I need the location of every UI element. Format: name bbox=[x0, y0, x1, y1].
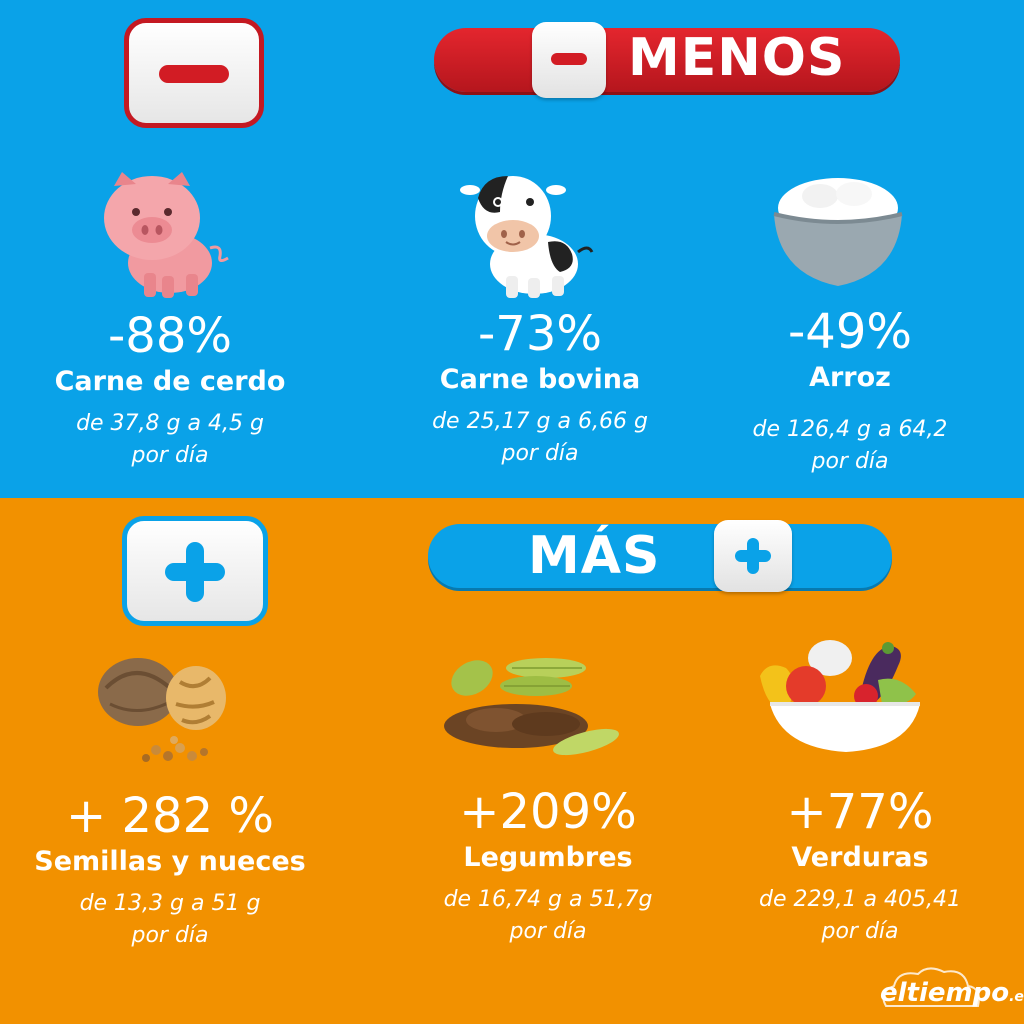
item-carne-bovina: -73% Carne bovina de 25,17 g a 6,66 g po… bbox=[390, 310, 690, 470]
percent-value: -49% bbox=[787, 304, 912, 360]
eltiempo-logo[interactable]: eltiempo.es bbox=[880, 978, 1024, 1008]
minus-icon bbox=[551, 53, 587, 65]
item-detail-unit: por día bbox=[509, 919, 587, 945]
item-detail-unit: por día bbox=[811, 449, 889, 475]
plus-icon-vertical bbox=[186, 542, 204, 602]
vegetables-bowl-icon bbox=[760, 640, 920, 752]
legumes-icon bbox=[444, 658, 619, 756]
item-detail: de 13,3 g a 51 g bbox=[79, 891, 261, 917]
mini-plus-box bbox=[714, 520, 792, 592]
percent-value: +209% bbox=[459, 784, 637, 840]
item-detail-unit: por día bbox=[821, 919, 899, 945]
rice-bowl-icon bbox=[773, 178, 903, 286]
menos-label: MENOS bbox=[628, 28, 846, 88]
menos-banner: MENOS bbox=[434, 22, 900, 98]
item-detail-unit: por día bbox=[131, 923, 209, 949]
item-detail: de 37,8 g a 4,5 g bbox=[76, 411, 264, 437]
item-verduras: +77% Verduras de 229,1 a 405,41 por día bbox=[700, 788, 1020, 948]
mas-banner: MÁS bbox=[428, 520, 892, 592]
item-arroz: -49% Arroz de 126,4 g a 64,2 por día bbox=[700, 308, 1000, 478]
logo-suffix: .es bbox=[1009, 989, 1024, 1005]
item-name: Legumbres bbox=[463, 842, 633, 873]
mas-section: MÁS bbox=[0, 498, 1024, 1024]
item-detail-unit: por día bbox=[501, 441, 579, 467]
item-name: Verduras bbox=[791, 842, 929, 873]
plus-icon-vertical bbox=[747, 538, 759, 574]
item-detail: de 25,17 g a 6,66 g bbox=[432, 409, 648, 435]
item-name: Carne bovina bbox=[439, 364, 641, 395]
cow-icon bbox=[460, 176, 594, 298]
mini-minus-box bbox=[532, 22, 606, 98]
item-detail-unit: por día bbox=[131, 443, 209, 469]
item-detail: de 126,4 g a 64,2 bbox=[752, 417, 948, 443]
item-carne-cerdo: -88% Carne de cerdo de 37,8 g a 4,5 g po… bbox=[20, 312, 320, 472]
percent-value: +77% bbox=[786, 784, 934, 840]
pig-icon bbox=[104, 172, 229, 298]
cloud-logo-icon bbox=[882, 967, 980, 1007]
item-semillas-nueces: + 282 % Semillas y nueces de 13,3 g a 51… bbox=[0, 792, 340, 952]
item-name: Carne de cerdo bbox=[54, 366, 286, 397]
item-name: Semillas y nueces bbox=[34, 846, 306, 877]
percent-value: + 282 % bbox=[66, 788, 274, 844]
item-legumbres: +209% Legumbres de 16,74 g a 51,7g por d… bbox=[388, 788, 708, 948]
mas-label: MÁS bbox=[528, 526, 661, 586]
walnut-icon bbox=[98, 658, 226, 762]
minus-sign-box bbox=[124, 18, 264, 128]
logo-main: eltiempo bbox=[880, 978, 1010, 1008]
minus-icon bbox=[159, 65, 229, 83]
percent-value: -88% bbox=[107, 308, 232, 364]
item-name: Arroz bbox=[809, 362, 891, 393]
menos-section: MENOS bbox=[0, 0, 1024, 498]
item-detail: de 16,74 g a 51,7g bbox=[443, 887, 653, 913]
percent-value: -73% bbox=[477, 306, 602, 362]
plus-sign-box bbox=[122, 516, 268, 626]
item-detail: de 229,1 a 405,41 bbox=[759, 887, 961, 913]
